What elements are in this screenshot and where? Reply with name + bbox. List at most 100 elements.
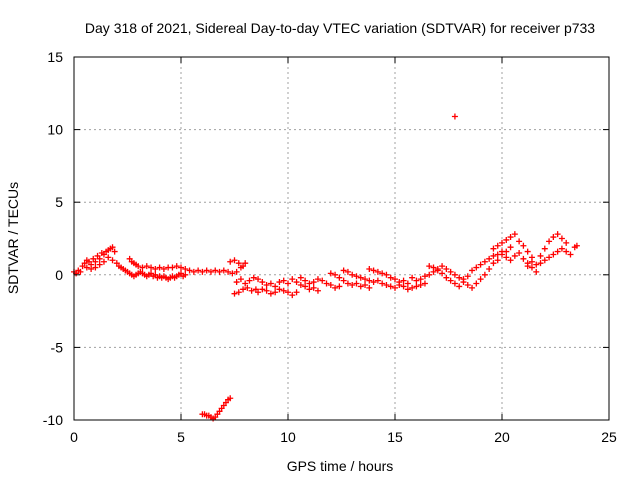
data-point — [96, 255, 103, 262]
data-point — [421, 280, 428, 287]
y-tick-labels: -10 -5 0 5 10 15 — [43, 49, 63, 428]
data-point — [541, 245, 548, 252]
data-point — [237, 276, 244, 283]
data-point — [533, 261, 540, 268]
data-point — [231, 290, 238, 297]
data-point — [178, 264, 184, 271]
data-point — [366, 284, 373, 291]
data-point — [469, 284, 476, 291]
data-point — [456, 274, 463, 281]
data-point — [240, 286, 247, 293]
data-point — [182, 265, 189, 272]
data-point — [92, 264, 99, 271]
data-point — [332, 284, 339, 291]
data-point — [255, 289, 262, 296]
data-point — [285, 289, 291, 296]
data-point — [573, 242, 580, 249]
x-tick-label: 15 — [387, 429, 403, 445]
data-point — [486, 265, 493, 272]
data-point — [227, 395, 234, 402]
data-point — [421, 273, 428, 280]
data-point — [263, 287, 270, 294]
data-point — [297, 281, 304, 288]
data-point — [77, 268, 84, 275]
data-point — [220, 267, 227, 274]
data-point — [550, 251, 557, 258]
data-point — [387, 274, 394, 281]
data-point — [336, 283, 343, 290]
data-point — [464, 273, 471, 280]
chart-title: Day 318 of 2021, Sidereal Day-to-day VTE… — [85, 20, 595, 36]
data-point — [169, 264, 176, 271]
data-point — [400, 277, 407, 284]
data-point — [558, 235, 565, 242]
data-point — [148, 264, 155, 271]
data-point — [235, 289, 242, 296]
data-point — [481, 258, 488, 265]
data-point — [135, 263, 142, 270]
data-point — [379, 280, 386, 287]
data-point — [443, 274, 450, 281]
data-point — [451, 113, 458, 120]
data-point — [310, 284, 317, 291]
data-point — [374, 277, 381, 284]
data-point — [511, 231, 518, 238]
axis-ticks — [73, 56, 610, 421]
data-point — [546, 254, 553, 261]
data-point — [336, 274, 343, 281]
data-point — [244, 284, 251, 291]
data-point — [524, 248, 531, 255]
data-point — [195, 267, 202, 274]
data-point — [344, 268, 351, 275]
data-point — [447, 277, 454, 284]
data-point — [494, 257, 501, 264]
x-tick-label: 5 — [177, 429, 185, 445]
data-point — [490, 252, 497, 259]
y-tick-label: 5 — [55, 194, 63, 210]
data-point — [460, 276, 467, 283]
data-point — [327, 270, 334, 277]
data-point — [404, 286, 411, 293]
data-point — [276, 279, 283, 286]
data-point — [494, 251, 501, 258]
y-axis-label: SDTVAR / TECUs — [5, 182, 21, 294]
data-point — [88, 265, 95, 272]
data-point — [409, 274, 416, 281]
data-point — [370, 267, 377, 274]
data-point — [173, 263, 180, 270]
data-point — [207, 268, 214, 275]
data-point — [83, 257, 90, 264]
data-point — [246, 277, 253, 284]
data-point — [464, 281, 471, 288]
data-point — [490, 245, 497, 252]
data-point — [374, 268, 381, 275]
data-point — [494, 242, 501, 249]
data-point — [160, 265, 167, 272]
data-point — [216, 268, 223, 275]
data-point — [306, 280, 313, 287]
data-point — [105, 254, 112, 261]
y-tick-label: -5 — [51, 339, 64, 355]
data-point — [366, 265, 373, 272]
y-tick-label: 10 — [47, 122, 63, 138]
plot-frame — [73, 56, 610, 421]
data-point — [139, 264, 146, 271]
data-point — [212, 267, 219, 274]
data-point — [396, 281, 403, 288]
data-point — [199, 268, 206, 275]
data-point — [285, 280, 291, 287]
data-point — [319, 277, 326, 284]
data-point — [109, 244, 116, 251]
data-point — [516, 250, 523, 257]
data-point — [366, 277, 373, 284]
data-point — [96, 261, 103, 268]
data-point — [263, 281, 270, 288]
data-point — [109, 257, 116, 264]
data-point — [477, 276, 484, 283]
data-point — [203, 267, 210, 274]
data-point — [541, 257, 548, 264]
data-point — [280, 277, 287, 284]
data-point — [554, 231, 561, 238]
data-point — [289, 292, 296, 299]
